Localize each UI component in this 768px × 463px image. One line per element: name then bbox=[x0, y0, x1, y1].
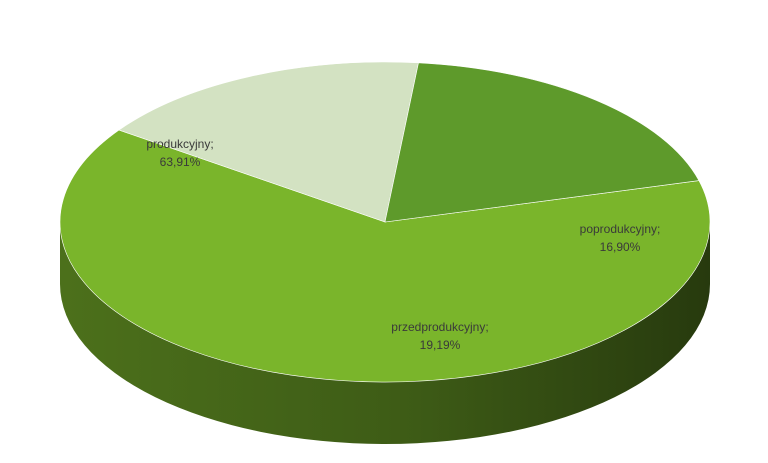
pie-slice-produkcyjny bbox=[59, 129, 711, 383]
pie-slice-poprodukcyjny bbox=[118, 61, 419, 223]
pie-sides bbox=[60, 222, 710, 444]
pie-tops bbox=[59, 61, 711, 383]
pie-slice-przedprodukcyjny bbox=[384, 62, 700, 223]
slice-value-produkcyjny: 63,91% bbox=[160, 155, 201, 169]
pie-labels: produkcyjny; 63,91% poprodukcyjny; 16,90% pr… bbox=[146, 137, 660, 352]
slice-value-przedprodukcyjny: 19,19% bbox=[420, 338, 461, 352]
slice-label-przedprodukcyjny: przedprodukcyjny; bbox=[391, 320, 488, 334]
slice-label-poprodukcyjny: poprodukcyjny; bbox=[580, 222, 661, 236]
pie-side-produkcyjny bbox=[60, 222, 710, 444]
slice-label-produkcyjny: produkcyjny; bbox=[146, 137, 213, 151]
slice-value-poprodukcyjny: 16,90% bbox=[600, 240, 641, 254]
